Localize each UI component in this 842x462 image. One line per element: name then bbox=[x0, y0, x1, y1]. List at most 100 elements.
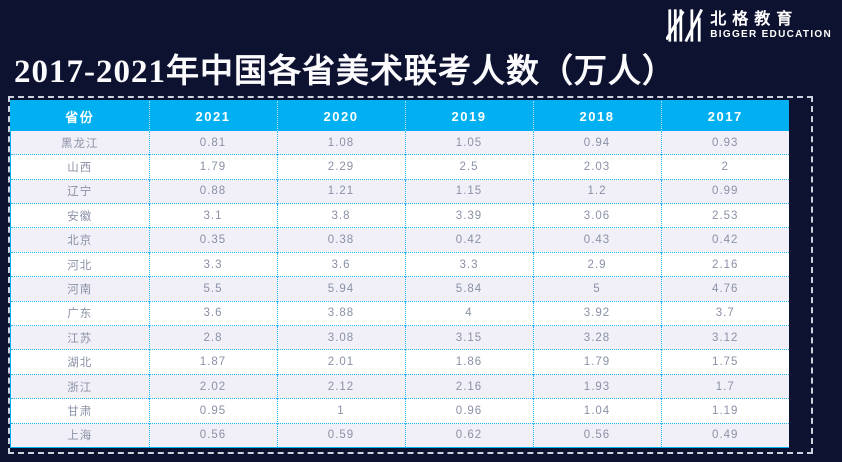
value-cell[interactable]: 1.86 bbox=[404, 349, 533, 375]
value-cell[interactable]: 3.12 bbox=[660, 325, 789, 350]
value-cell[interactable]: 5.94 bbox=[276, 276, 405, 302]
province-cell[interactable]: 湖北 bbox=[11, 349, 149, 375]
province-cell[interactable]: 北京 bbox=[11, 227, 149, 253]
bigger-education-logo-icon bbox=[666, 8, 704, 43]
province-cell[interactable]: 江苏 bbox=[11, 325, 149, 350]
province-cell[interactable]: 辽宁 bbox=[11, 178, 149, 204]
column-header-province[interactable]: 省份 bbox=[11, 101, 149, 131]
province-cell[interactable]: 浙江 bbox=[11, 373, 149, 399]
value-cell[interactable]: 0.81 bbox=[148, 131, 277, 155]
table-row: 北京 0.35 0.38 0.42 0.43 0.42 bbox=[11, 227, 789, 253]
value-cell[interactable]: 1.21 bbox=[276, 178, 405, 204]
table-row: 湖北 1.87 2.01 1.86 1.79 1.75 bbox=[11, 349, 789, 375]
value-cell[interactable]: 3.06 bbox=[532, 202, 661, 228]
value-cell[interactable]: 1 bbox=[276, 398, 405, 424]
value-cell[interactable]: 1.04 bbox=[532, 398, 661, 424]
value-cell[interactable]: 2.01 bbox=[276, 349, 405, 375]
value-cell[interactable]: 5 bbox=[532, 276, 661, 302]
value-cell[interactable]: 0.42 bbox=[660, 227, 789, 253]
value-cell[interactable]: 0.95 bbox=[148, 398, 277, 424]
table-row: 河南 5.5 5.94 5.84 5 4.76 bbox=[11, 276, 789, 302]
value-cell[interactable]: 3.08 bbox=[276, 325, 405, 350]
column-header-year[interactable]: 2019 bbox=[404, 101, 533, 131]
value-cell[interactable]: 0.94 bbox=[532, 131, 661, 155]
value-cell[interactable]: 3.1 bbox=[148, 202, 277, 228]
column-header-year[interactable]: 2021 bbox=[148, 101, 277, 131]
value-cell[interactable]: 3.28 bbox=[532, 325, 661, 350]
value-cell[interactable]: 1.93 bbox=[532, 373, 661, 399]
value-cell[interactable]: 2 bbox=[660, 154, 789, 180]
province-cell[interactable]: 河南 bbox=[11, 276, 149, 302]
value-cell[interactable]: 2.16 bbox=[404, 373, 533, 399]
value-cell[interactable]: 0.42 bbox=[404, 227, 533, 253]
value-cell[interactable]: 3.39 bbox=[404, 202, 533, 228]
value-cell[interactable]: 3.3 bbox=[404, 251, 533, 277]
value-cell[interactable]: 3.6 bbox=[276, 251, 405, 277]
value-cell[interactable]: 2.03 bbox=[532, 154, 661, 180]
value-cell[interactable]: 0.62 bbox=[404, 422, 533, 447]
province-cell[interactable]: 安徽 bbox=[11, 202, 149, 228]
province-cell[interactable]: 广东 bbox=[11, 300, 149, 326]
value-cell[interactable]: 4 bbox=[404, 300, 533, 326]
column-header-year[interactable]: 2020 bbox=[276, 101, 405, 131]
value-cell[interactable]: 1.15 bbox=[404, 178, 533, 204]
value-cell[interactable]: 4.76 bbox=[660, 276, 789, 302]
value-cell[interactable]: 0.93 bbox=[660, 131, 789, 155]
table-row: 甘肃 0.95 1 0.96 1.04 1.19 bbox=[11, 398, 789, 424]
value-cell[interactable]: 3.6 bbox=[148, 300, 277, 326]
value-cell[interactable]: 0.99 bbox=[660, 178, 789, 204]
value-cell[interactable]: 3.92 bbox=[532, 300, 661, 326]
province-cell[interactable]: 黑龙江 bbox=[61, 137, 99, 150]
value-cell[interactable]: 3.7 bbox=[660, 300, 789, 326]
value-cell[interactable]: 2.16 bbox=[660, 251, 789, 277]
value-cell[interactable]: 1.08 bbox=[276, 131, 405, 155]
value-cell[interactable]: 1.87 bbox=[148, 349, 277, 375]
value-cell[interactable]: 2.02 bbox=[148, 373, 277, 399]
value-cell[interactable]: 2.8 bbox=[148, 325, 277, 350]
province-cell[interactable]: 河北 bbox=[11, 251, 149, 277]
province-cell[interactable]: 上海 bbox=[11, 422, 149, 447]
value-cell[interactable]: 3.15 bbox=[404, 325, 533, 350]
province-cell[interactable]: 山西 bbox=[11, 154, 149, 180]
value-cell[interactable]: 0.49 bbox=[660, 422, 789, 447]
table-row: 山西 1.79 2.29 2.5 2.03 2 bbox=[11, 154, 789, 180]
value-cell[interactable]: 5.5 bbox=[148, 276, 277, 302]
value-cell[interactable]: 5.84 bbox=[404, 276, 533, 302]
logo-text: 北格教育 BIGGER EDUCATION bbox=[710, 11, 832, 41]
value-cell[interactable]: 2.29 bbox=[276, 154, 405, 180]
value-cell[interactable]: 0.35 bbox=[148, 227, 277, 253]
value-cell[interactable]: 3.88 bbox=[276, 300, 405, 326]
value-cell[interactable]: 1.75 bbox=[660, 349, 789, 375]
value-cell[interactable]: 1.19 bbox=[660, 398, 789, 424]
logo: 北格教育 BIGGER EDUCATION bbox=[666, 8, 832, 43]
value-cell[interactable]: 1.7 bbox=[660, 373, 789, 399]
value-cell[interactable]: 2.53 bbox=[660, 202, 789, 228]
value-cell[interactable]: 1.79 bbox=[532, 349, 661, 375]
column-header-year[interactable]: 2018 bbox=[532, 101, 661, 131]
exam-data-table[interactable]: 省份 2021 2020 2019 2018 2017 黑龙江 0.81 1.08 1.05 0.… bbox=[10, 100, 789, 448]
value-cell[interactable]: 3.8 bbox=[276, 202, 405, 228]
value-cell[interactable]: 0.43 bbox=[532, 227, 661, 253]
value-cell[interactable]: 0.56 bbox=[148, 422, 277, 447]
province-cell[interactable]: 甘肃 bbox=[11, 398, 149, 424]
table-row: 安徽 3.1 3.8 3.39 3.06 2.53 bbox=[11, 202, 789, 228]
value-cell[interactable]: 0.38 bbox=[276, 227, 405, 253]
value-cell[interactable]: 0.59 bbox=[276, 422, 405, 447]
value-cell[interactable]: 1.79 bbox=[148, 154, 277, 180]
table-row: 浙江 2.02 2.12 2.16 1.93 1.7 bbox=[11, 373, 789, 399]
value-cell[interactable]: 2.9 bbox=[532, 251, 661, 277]
value-cell[interactable]: 0.88 bbox=[148, 178, 277, 204]
table-row: 江苏 2.8 3.08 3.15 3.28 3.12 bbox=[11, 325, 789, 350]
value-cell[interactable]: 2.5 bbox=[404, 154, 533, 180]
value-cell[interactable]: 1.2 bbox=[532, 178, 661, 204]
value-cell[interactable]: 3.3 bbox=[148, 251, 277, 277]
logo-name-cn: 北格教育 bbox=[710, 10, 799, 28]
value-cell[interactable]: 2.12 bbox=[276, 373, 405, 399]
value-cell[interactable]: 0.96 bbox=[404, 398, 533, 424]
value-cell[interactable]: 0.56 bbox=[532, 422, 661, 447]
value-cell[interactable]: 1.05 bbox=[404, 131, 533, 155]
column-header-year[interactable]: 2017 bbox=[660, 101, 789, 131]
selection-frame[interactable] bbox=[8, 96, 813, 454]
logo-name-en: BIGGER EDUCATION bbox=[710, 28, 832, 40]
table-row: 上海 0.56 0.59 0.62 0.56 0.49 bbox=[11, 422, 789, 447]
